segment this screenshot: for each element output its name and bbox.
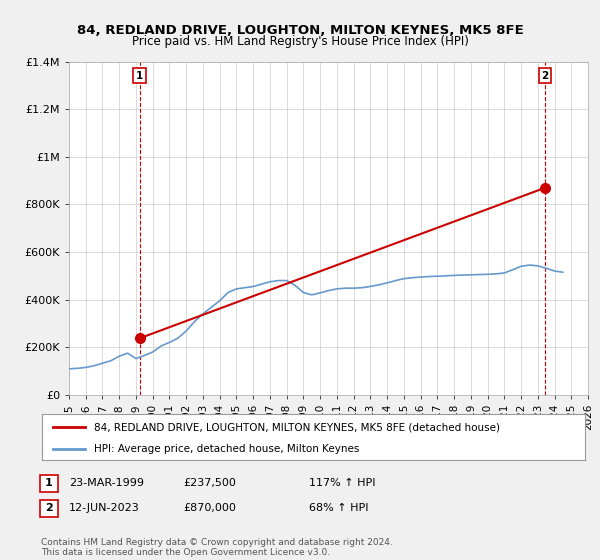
Text: 12-JUN-2023: 12-JUN-2023 <box>69 503 140 514</box>
Text: £870,000: £870,000 <box>183 503 236 514</box>
Text: Contains HM Land Registry data © Crown copyright and database right 2024.
This d: Contains HM Land Registry data © Crown c… <box>41 538 392 557</box>
Text: HPI: Average price, detached house, Milton Keynes: HPI: Average price, detached house, Milt… <box>94 444 359 454</box>
Text: 1: 1 <box>136 71 143 81</box>
Text: 84, REDLAND DRIVE, LOUGHTON, MILTON KEYNES, MK5 8FE: 84, REDLAND DRIVE, LOUGHTON, MILTON KEYN… <box>77 24 523 36</box>
Text: £237,500: £237,500 <box>183 478 236 488</box>
Text: 23-MAR-1999: 23-MAR-1999 <box>69 478 144 488</box>
Text: Price paid vs. HM Land Registry's House Price Index (HPI): Price paid vs. HM Land Registry's House … <box>131 35 469 48</box>
Text: 117% ↑ HPI: 117% ↑ HPI <box>309 478 376 488</box>
Text: 1: 1 <box>45 478 52 488</box>
Text: 68% ↑ HPI: 68% ↑ HPI <box>309 503 368 514</box>
Text: 84, REDLAND DRIVE, LOUGHTON, MILTON KEYNES, MK5 8FE (detached house): 84, REDLAND DRIVE, LOUGHTON, MILTON KEYN… <box>94 422 500 432</box>
Text: 2: 2 <box>542 71 549 81</box>
Text: 2: 2 <box>45 503 52 514</box>
